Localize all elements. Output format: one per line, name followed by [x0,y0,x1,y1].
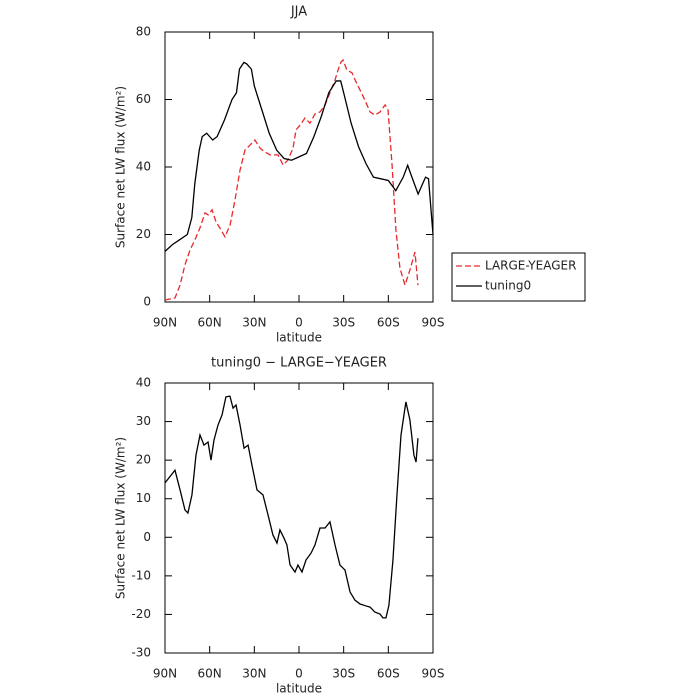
y-tick-label: 30 [136,414,151,428]
y-tick-label: 0 [143,295,151,309]
y-tick-label: 0 [143,530,151,544]
y-tick-label: 20 [136,453,151,467]
data-line [164,58,419,301]
y-tick-label: -10 [131,568,151,582]
y-axis-label: Surface net LW flux (W/m²) [114,437,128,599]
y-tick-label: 40 [136,160,151,174]
x-tick-label: 30N [242,667,266,681]
x-tick-label: 90S [422,316,445,330]
x-tick-label: 90S [422,667,445,681]
x-tick-label: 60N [198,667,222,681]
data-line [164,61,434,252]
legend-label: tuning0 [485,279,531,293]
x-axis-label: latitude [276,682,322,696]
x-tick-label: 30N [242,316,266,330]
chart-title: tuning0 − LARGE−YEAGER [211,356,387,371]
y-axis-label: Surface net LW flux (W/m²) [114,86,128,248]
y-tick-label: 10 [136,491,151,505]
chart-title: JJA [290,5,307,20]
y-tick-label: 40 [136,376,151,390]
x-tick-label: 0 [295,667,303,681]
y-tick-label: 60 [136,92,151,106]
y-tick-label: 20 [136,227,151,241]
x-tick-label: 90N [153,667,177,681]
data-line [164,395,419,619]
x-tick-label: 30S [332,316,355,330]
legend-box [451,252,586,302]
x-tick-label: 60N [198,316,222,330]
y-tick-label: 80 [136,25,151,39]
y-tick-label: -30 [131,646,151,660]
x-tick-label: 90N [153,316,177,330]
y-tick-label: -20 [131,607,151,621]
legend-label: LARGE-YEAGER [485,259,576,273]
x-tick-label: 30S [332,667,355,681]
x-tick-label: 60S [377,667,400,681]
x-axis-label: latitude [276,331,322,345]
x-tick-label: 60S [377,316,400,330]
x-tick-label: 0 [295,316,303,330]
